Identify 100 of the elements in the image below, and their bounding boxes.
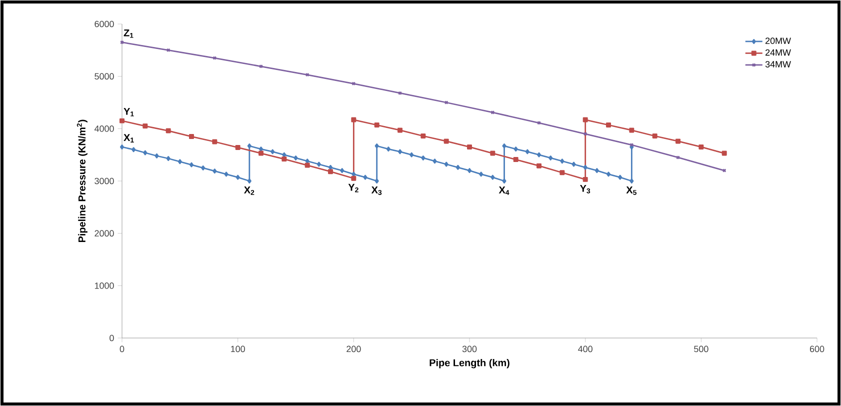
point xyxy=(629,128,634,133)
x-tick-label: 500 xyxy=(694,346,708,352)
point xyxy=(560,170,565,176)
x-axis-title: Pipe Length (km) xyxy=(430,358,510,368)
annotation: X$_{5}$ xyxy=(626,186,636,195)
point xyxy=(432,158,437,164)
point xyxy=(410,152,414,158)
point xyxy=(479,172,484,177)
x-tick-label: 300 xyxy=(462,346,477,352)
point xyxy=(189,162,194,168)
annotation: Z$_{1}$ xyxy=(124,29,134,38)
point xyxy=(282,156,287,162)
point xyxy=(235,145,240,150)
point xyxy=(421,155,426,160)
y-tick-label: 0 xyxy=(110,334,114,342)
point xyxy=(536,163,542,168)
point xyxy=(258,150,264,156)
point xyxy=(294,155,298,160)
point xyxy=(351,176,356,181)
point xyxy=(143,150,148,156)
point xyxy=(398,149,402,154)
legend-label: 20MW xyxy=(766,38,791,44)
point xyxy=(606,172,611,177)
point xyxy=(120,118,124,124)
point xyxy=(236,174,240,180)
point xyxy=(652,134,658,138)
point xyxy=(456,164,460,170)
point xyxy=(166,128,171,134)
point xyxy=(722,150,727,156)
point xyxy=(270,149,275,154)
point xyxy=(142,124,148,129)
point xyxy=(351,117,356,122)
y-axis-title: Pipeline Pressure (KN/m$^{2}$) xyxy=(76,120,88,242)
point xyxy=(224,172,228,177)
point xyxy=(698,144,704,150)
point xyxy=(120,144,124,150)
point xyxy=(467,168,472,174)
y-tick-label: 5000 xyxy=(94,73,114,80)
point xyxy=(618,174,622,180)
annotation: X$_{2}$ xyxy=(244,186,254,195)
point xyxy=(502,143,506,148)
point xyxy=(444,138,449,144)
point xyxy=(420,134,426,138)
point xyxy=(328,169,333,174)
annotation: Y$_{1}$ xyxy=(124,108,134,116)
x-tick-label: 100 xyxy=(231,346,245,352)
point xyxy=(502,178,506,184)
y-tick-label: 6000 xyxy=(94,20,114,28)
point xyxy=(363,174,368,180)
point xyxy=(572,162,576,167)
point xyxy=(189,134,194,140)
point xyxy=(467,144,472,150)
x-tick-label: 0 xyxy=(120,346,124,352)
point xyxy=(374,178,379,184)
point xyxy=(583,164,588,170)
point xyxy=(154,153,159,158)
point xyxy=(606,122,611,128)
point xyxy=(536,152,542,158)
annotation: X$_{4}$ xyxy=(498,186,510,195)
point xyxy=(247,178,252,184)
point xyxy=(582,176,588,182)
point xyxy=(525,149,530,154)
y-tick-label: 2000 xyxy=(94,230,114,237)
point xyxy=(340,168,344,174)
point xyxy=(247,143,252,148)
annotation: Y$_{3}$ xyxy=(580,184,590,194)
y-tick-label: 3000 xyxy=(94,178,114,184)
point xyxy=(132,147,136,152)
point xyxy=(398,128,402,133)
x-tick-label: 600 xyxy=(810,346,824,352)
legend-label: 24MW xyxy=(766,49,791,56)
y-tick-label: 4000 xyxy=(94,125,114,132)
x-tick-label: 200 xyxy=(346,346,361,352)
point xyxy=(444,162,448,167)
annotation: Y$_{2}$ xyxy=(348,184,358,192)
point xyxy=(386,146,390,152)
point xyxy=(374,143,379,148)
point xyxy=(490,174,495,180)
point xyxy=(548,155,553,160)
point xyxy=(201,165,206,170)
point xyxy=(212,168,217,174)
annotation: X$_{1}$ xyxy=(124,134,134,142)
point xyxy=(374,122,380,128)
point xyxy=(514,146,518,152)
point xyxy=(630,178,634,184)
point xyxy=(212,139,218,144)
legend-label: 34MW xyxy=(765,61,791,68)
point xyxy=(490,150,496,156)
x-tick-label: 400 xyxy=(578,346,592,352)
point xyxy=(316,162,321,167)
annotation: X$_{3}$ xyxy=(371,186,382,195)
point xyxy=(594,168,599,174)
point xyxy=(676,138,680,144)
point xyxy=(560,158,564,164)
point xyxy=(582,117,588,122)
point xyxy=(166,156,170,161)
point xyxy=(328,164,333,170)
point xyxy=(178,159,182,164)
y-tick-label: 1000 xyxy=(94,282,114,289)
point xyxy=(304,162,310,168)
